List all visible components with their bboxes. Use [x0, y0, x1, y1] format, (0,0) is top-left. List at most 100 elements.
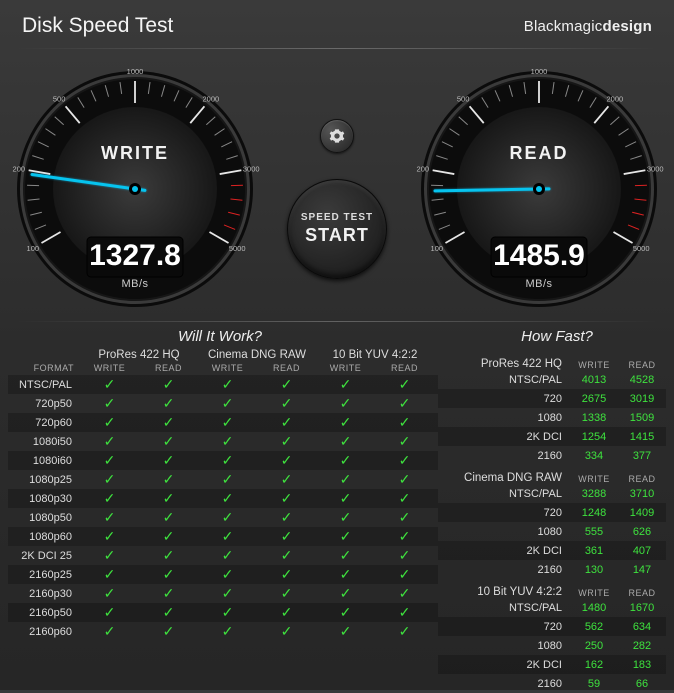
sub-read: READ: [375, 363, 434, 373]
check-cell: ✓: [375, 528, 434, 546]
check-icon: ✓: [281, 623, 293, 639]
fast-format: NTSC/PAL: [438, 602, 570, 614]
will-row: 1080p50✓✓✓✓✓✓: [8, 508, 438, 527]
brand-prefix: Blackmagic: [524, 18, 603, 35]
svg-text:200: 200: [13, 165, 26, 174]
check-cell: ✓: [375, 547, 434, 565]
will-body: NTSC/PAL✓✓✓✓✓✓720p50✓✓✓✓✓✓720p60✓✓✓✓✓✓10…: [8, 375, 438, 641]
settings-button[interactable]: [320, 119, 354, 153]
fast-block-header: 10 Bit YUV 4:2:2 WRITE READ: [438, 579, 666, 598]
will-row: 2160p60✓✓✓✓✓✓: [8, 622, 438, 641]
check-icon: ✓: [340, 414, 352, 430]
check-cell: ✓: [139, 623, 198, 641]
fast-format: NTSC/PAL: [438, 488, 570, 500]
check-cell: ✓: [139, 528, 198, 546]
check-icon: ✓: [399, 471, 411, 487]
check-icon: ✓: [163, 604, 175, 620]
check-icon: ✓: [340, 585, 352, 601]
format-label: 1080p50: [8, 512, 80, 524]
fast-write-val: 1480: [570, 602, 618, 614]
check-cell: ✓: [316, 490, 375, 508]
check-cell: ✓: [139, 414, 198, 432]
fast-row: 720 2675 3019: [438, 389, 666, 408]
start-button[interactable]: SPEED TEST START: [287, 179, 387, 279]
check-icon: ✓: [163, 585, 175, 601]
fast-format: 720: [438, 393, 570, 405]
check-cell: ✓: [139, 604, 198, 622]
fast-write-val: 1248: [570, 507, 618, 519]
start-top-label: SPEED TEST: [301, 212, 373, 223]
fast-write-val: 555: [570, 526, 618, 538]
sub-write: WRITE: [570, 360, 618, 370]
format-label: 2160p50: [8, 607, 80, 619]
write-gauge: 1002005001000200030005000WRITE1327.8MB/s: [10, 59, 260, 309]
check-cell: ✓: [80, 566, 139, 584]
fast-row: 1080 1338 1509: [438, 408, 666, 427]
check-cell: ✓: [198, 585, 257, 603]
check-cell: ✓: [198, 433, 257, 451]
svg-text:MB/s: MB/s: [525, 278, 552, 290]
fast-write-val: 562: [570, 621, 618, 633]
check-cell: ✓: [316, 623, 375, 641]
check-icon: ✓: [104, 395, 116, 411]
check-cell: ✓: [80, 623, 139, 641]
will-group-title: 10 Bit YUV 4:2:2: [333, 349, 418, 361]
check-cell: ✓: [375, 604, 434, 622]
fast-row: 1080 250 282: [438, 636, 666, 655]
check-icon: ✓: [399, 490, 411, 506]
format-label: 2160p25: [8, 569, 80, 581]
check-icon: ✓: [222, 414, 234, 430]
check-cell: ✓: [316, 452, 375, 470]
check-icon: ✓: [163, 376, 175, 392]
svg-text:2000: 2000: [203, 95, 220, 104]
check-icon: ✓: [399, 414, 411, 430]
check-icon: ✓: [104, 604, 116, 620]
check-cell: ✓: [139, 566, 198, 584]
will-row: 1080i50✓✓✓✓✓✓: [8, 432, 438, 451]
check-icon: ✓: [104, 547, 116, 563]
check-cell: ✓: [316, 566, 375, 584]
fast-title: How Fast?: [440, 328, 674, 345]
svg-text:100: 100: [27, 244, 40, 253]
check-cell: ✓: [80, 433, 139, 451]
fast-read-val: 1409: [618, 507, 666, 519]
fast-write-val: 2675: [570, 393, 618, 405]
check-cell: ✓: [139, 395, 198, 413]
gear-icon: [329, 128, 345, 144]
check-icon: ✓: [281, 509, 293, 525]
check-cell: ✓: [80, 395, 139, 413]
check-icon: ✓: [340, 433, 352, 449]
sub-read: READ: [618, 474, 666, 484]
check-cell: ✓: [375, 623, 434, 641]
check-icon: ✓: [222, 433, 234, 449]
fast-row: 2K DCI 162 183: [438, 655, 666, 674]
svg-text:MB/s: MB/s: [121, 278, 148, 290]
sub-write: WRITE: [80, 363, 139, 373]
check-icon: ✓: [340, 509, 352, 525]
check-cell: ✓: [80, 604, 139, 622]
sub-read: READ: [618, 360, 666, 370]
fast-read-val: 66: [618, 678, 666, 690]
check-icon: ✓: [222, 509, 234, 525]
check-icon: ✓: [399, 376, 411, 392]
fast-row: NTSC/PAL 4013 4528: [438, 370, 666, 389]
fast-format: 2160: [438, 450, 570, 462]
will-row: 2160p50✓✓✓✓✓✓: [8, 603, 438, 622]
how-fast-panel: ProRes 422 HQ WRITE READNTSC/PAL 4013 45…: [438, 351, 674, 693]
fast-row: 2160 59 66: [438, 674, 666, 693]
fast-block-header: ProRes 422 HQ WRITE READ: [438, 351, 666, 370]
format-label: 1080i50: [8, 436, 80, 448]
will-header: FORMAT ProRes 422 HQ WRITEREADCinema DNG…: [8, 351, 438, 373]
check-cell: ✓: [80, 414, 139, 432]
format-label: 1080p60: [8, 531, 80, 543]
will-group-header: ProRes 422 HQ WRITEREAD: [80, 349, 198, 373]
fast-row: 2160 334 377: [438, 446, 666, 465]
check-icon: ✓: [222, 623, 234, 639]
check-icon: ✓: [222, 452, 234, 468]
svg-text:3000: 3000: [243, 165, 260, 174]
fast-read-val: 407: [618, 545, 666, 557]
check-cell: ✓: [80, 585, 139, 603]
check-cell: ✓: [198, 414, 257, 432]
check-icon: ✓: [163, 452, 175, 468]
will-row: 1080p60✓✓✓✓✓✓: [8, 527, 438, 546]
